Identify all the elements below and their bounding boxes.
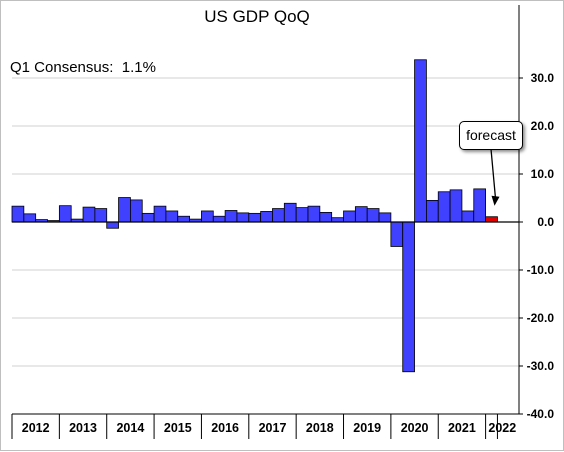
y-tick-label: 0.0	[537, 215, 554, 229]
y-tick-label: 10.0	[531, 167, 555, 181]
gdp-bar	[166, 211, 178, 222]
gdp-bar	[474, 189, 486, 222]
y-tick-label: 20.0	[531, 119, 555, 133]
gdp-bar	[332, 218, 344, 222]
gdp-bar	[95, 209, 107, 222]
forecast-callout: forecast	[459, 121, 523, 150]
gdp-bar	[426, 200, 438, 222]
gdp-bar	[107, 222, 119, 228]
gdp-bar	[391, 222, 403, 246]
y-tick-label: 30.0	[531, 71, 555, 85]
gdp-bar	[450, 190, 462, 222]
gdp-bar	[320, 212, 332, 222]
x-year-label: 2022	[488, 421, 516, 435]
gdp-bar	[12, 206, 24, 222]
forecast-bar	[486, 217, 498, 222]
gdp-bar	[462, 211, 474, 222]
gdp-bar	[438, 192, 450, 222]
gdp-bar	[344, 211, 356, 222]
x-year-label: 2019	[353, 421, 381, 435]
gdp-bar	[296, 208, 308, 222]
gdp-bar	[213, 216, 225, 222]
x-year-label: 2016	[211, 421, 239, 435]
x-year-label: 2012	[22, 421, 50, 435]
x-year-label: 2018	[306, 421, 334, 435]
gdp-bar	[119, 198, 131, 222]
gdp-bar	[178, 216, 190, 222]
gdp-bar	[284, 203, 296, 222]
gridlines	[12, 78, 519, 414]
y-tick-label: -20.0	[527, 311, 555, 325]
y-tick-label: -10.0	[527, 263, 555, 277]
gdp-bar	[403, 222, 415, 372]
gdp-bar	[367, 209, 379, 222]
forecast-pointer-arrowhead	[492, 196, 500, 206]
x-year-labels: 2012 2013 2014 2015 2016 2017 2018 2019 2020 2021…	[22, 421, 516, 435]
y-tick-labels: 30.0 20.0 10.0 0.0 -10.0 -20.0 -30.0 -40.0	[527, 71, 555, 421]
gdp-bar	[355, 207, 367, 222]
gdp-bar	[83, 207, 95, 222]
y-tick-label: -40.0	[527, 407, 555, 421]
x-year-label: 2014	[116, 421, 144, 435]
x-year-label: 2021	[448, 421, 476, 435]
gdp-bar	[154, 206, 166, 222]
gdp-bar	[201, 211, 213, 222]
gdp-bar	[261, 211, 273, 222]
x-year-label: 2020	[401, 421, 429, 435]
gdp-bar	[130, 200, 142, 222]
gdp-bar	[415, 60, 427, 222]
y-tick-label: -30.0	[527, 359, 555, 373]
gdp-bar	[225, 210, 237, 222]
gdp-bar	[24, 214, 36, 222]
gdp-bar	[142, 213, 154, 222]
gdp-bar	[237, 213, 249, 222]
bars	[12, 60, 497, 372]
gdp-bar	[59, 206, 71, 222]
x-year-label: 2015	[164, 421, 192, 435]
gdp-bar	[249, 213, 261, 222]
axes	[12, 5, 523, 439]
x-year-label: 2017	[259, 421, 287, 435]
gdp-bar	[379, 213, 391, 222]
gdp-bar	[272, 209, 284, 222]
x-year-label: 2013	[69, 421, 97, 435]
gdp-bar	[308, 206, 320, 222]
